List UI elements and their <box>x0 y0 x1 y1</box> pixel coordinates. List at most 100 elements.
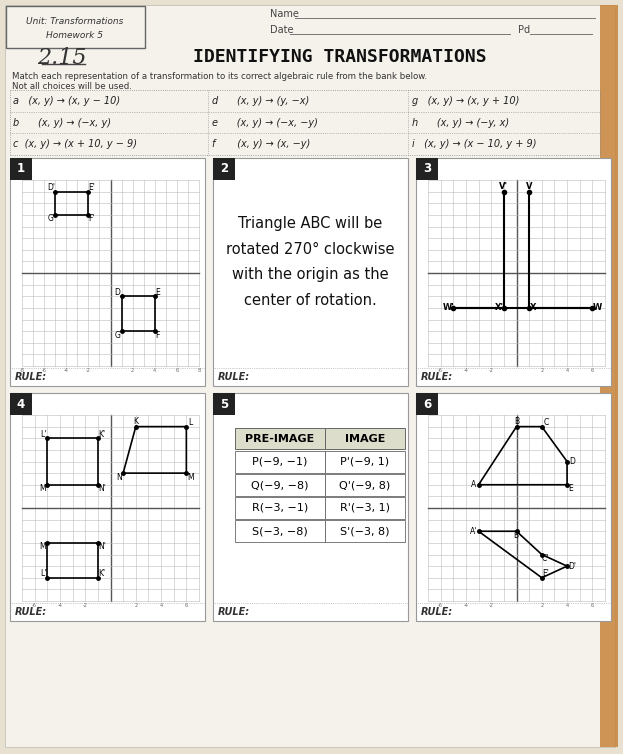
FancyBboxPatch shape <box>600 5 618 747</box>
Text: X: X <box>530 303 536 312</box>
Text: RULE:: RULE: <box>421 372 453 382</box>
FancyBboxPatch shape <box>416 158 438 180</box>
Text: Not all choices will be used.: Not all choices will be used. <box>12 82 132 91</box>
FancyBboxPatch shape <box>10 158 32 180</box>
Text: S(−3, −8): S(−3, −8) <box>252 526 308 536</box>
Text: i   (x, y) → (x − 10, y + 9): i (x, y) → (x − 10, y + 9) <box>412 139 536 149</box>
Text: V': V' <box>500 182 508 191</box>
Text: Name: Name <box>270 9 299 19</box>
Text: Pd: Pd <box>518 25 530 35</box>
Text: N': N' <box>98 542 106 551</box>
Text: Date: Date <box>270 25 293 35</box>
Text: -4: -4 <box>57 603 62 608</box>
Text: Unit: Transformations: Unit: Transformations <box>26 17 124 26</box>
Text: 5: 5 <box>220 397 228 410</box>
FancyBboxPatch shape <box>10 393 32 415</box>
Text: N': N' <box>98 484 106 493</box>
Text: -4: -4 <box>464 368 468 373</box>
FancyBboxPatch shape <box>5 5 615 747</box>
Text: -6: -6 <box>438 368 443 373</box>
FancyBboxPatch shape <box>325 520 405 542</box>
FancyBboxPatch shape <box>325 497 405 519</box>
Text: 4: 4 <box>566 368 569 373</box>
FancyBboxPatch shape <box>235 497 325 519</box>
Text: 6: 6 <box>185 603 188 608</box>
Text: X': X' <box>495 303 503 312</box>
Text: 4: 4 <box>17 397 25 410</box>
Text: A: A <box>471 480 476 489</box>
Text: M: M <box>187 473 194 482</box>
Text: 3: 3 <box>423 163 431 176</box>
Text: P'(−9, 1): P'(−9, 1) <box>340 457 389 467</box>
Text: 2: 2 <box>540 368 543 373</box>
Text: D': D' <box>47 183 55 192</box>
Text: L: L <box>188 418 193 427</box>
Text: IMAGE: IMAGE <box>345 434 385 443</box>
Text: -2: -2 <box>489 368 493 373</box>
Text: D': D' <box>568 562 576 571</box>
FancyBboxPatch shape <box>213 158 408 386</box>
FancyBboxPatch shape <box>235 428 325 449</box>
Text: RULE:: RULE: <box>421 607 453 617</box>
Text: d      (x, y) → (y, −x): d (x, y) → (y, −x) <box>212 96 309 106</box>
Text: 2: 2 <box>220 163 228 176</box>
Text: RULE:: RULE: <box>218 607 250 617</box>
FancyBboxPatch shape <box>235 474 325 496</box>
Text: N: N <box>117 473 122 482</box>
Text: -2: -2 <box>86 368 91 373</box>
Text: f       (x, y) → (x, −y): f (x, y) → (x, −y) <box>212 139 310 149</box>
Text: -4: -4 <box>464 603 468 608</box>
Text: -6: -6 <box>438 603 443 608</box>
FancyBboxPatch shape <box>6 6 145 48</box>
Text: g   (x, y) → (x, y + 10): g (x, y) → (x, y + 10) <box>412 96 520 106</box>
Text: Q'(−9, 8): Q'(−9, 8) <box>340 480 391 490</box>
Text: IDENTIFYING TRANSFORMATIONS: IDENTIFYING TRANSFORMATIONS <box>193 48 487 66</box>
FancyBboxPatch shape <box>10 393 205 621</box>
Text: b      (x, y) → (−x, y): b (x, y) → (−x, y) <box>13 118 111 127</box>
Text: RULE:: RULE: <box>218 372 250 382</box>
Text: 2: 2 <box>131 368 134 373</box>
Text: L': L' <box>40 569 47 578</box>
Text: D: D <box>115 288 120 297</box>
FancyBboxPatch shape <box>10 158 205 386</box>
Text: B: B <box>514 417 519 426</box>
Text: 4: 4 <box>153 368 156 373</box>
Text: C': C' <box>542 554 549 563</box>
Text: 4: 4 <box>566 603 569 608</box>
FancyBboxPatch shape <box>213 158 235 180</box>
Text: K': K' <box>98 430 105 439</box>
Text: D: D <box>569 457 575 466</box>
Text: L': L' <box>40 430 47 439</box>
Text: -4: -4 <box>64 368 69 373</box>
FancyBboxPatch shape <box>235 520 325 542</box>
Text: F': F' <box>88 214 95 223</box>
Text: 6: 6 <box>591 603 594 608</box>
Text: M': M' <box>39 484 48 493</box>
FancyBboxPatch shape <box>416 393 438 415</box>
Text: E: E <box>155 288 160 297</box>
Text: E: E <box>569 484 573 493</box>
Text: -6: -6 <box>32 603 37 608</box>
Text: B': B' <box>513 531 520 540</box>
Text: 6: 6 <box>175 368 178 373</box>
Text: RULE:: RULE: <box>15 372 47 382</box>
Text: W: W <box>592 303 602 312</box>
Text: e      (x, y) → (−x, −y): e (x, y) → (−x, −y) <box>212 118 318 127</box>
Text: Q(−9, −8): Q(−9, −8) <box>251 480 309 490</box>
FancyBboxPatch shape <box>235 451 325 473</box>
Text: E': E' <box>543 569 549 578</box>
FancyBboxPatch shape <box>416 393 611 621</box>
Text: 2: 2 <box>540 603 543 608</box>
Text: -8: -8 <box>19 368 24 373</box>
Text: Homework 5: Homework 5 <box>47 30 103 39</box>
Text: a   (x, y) → (x, y − 10): a (x, y) → (x, y − 10) <box>13 96 120 106</box>
Text: 2: 2 <box>134 603 137 608</box>
Text: K: K <box>133 417 138 426</box>
Text: -2: -2 <box>489 603 493 608</box>
Text: S'(−3, 8): S'(−3, 8) <box>340 526 390 536</box>
Text: V: V <box>526 182 533 191</box>
Text: W': W' <box>442 303 454 312</box>
Text: 6: 6 <box>423 397 431 410</box>
Text: 1: 1 <box>17 163 25 176</box>
Text: M': M' <box>39 542 48 551</box>
